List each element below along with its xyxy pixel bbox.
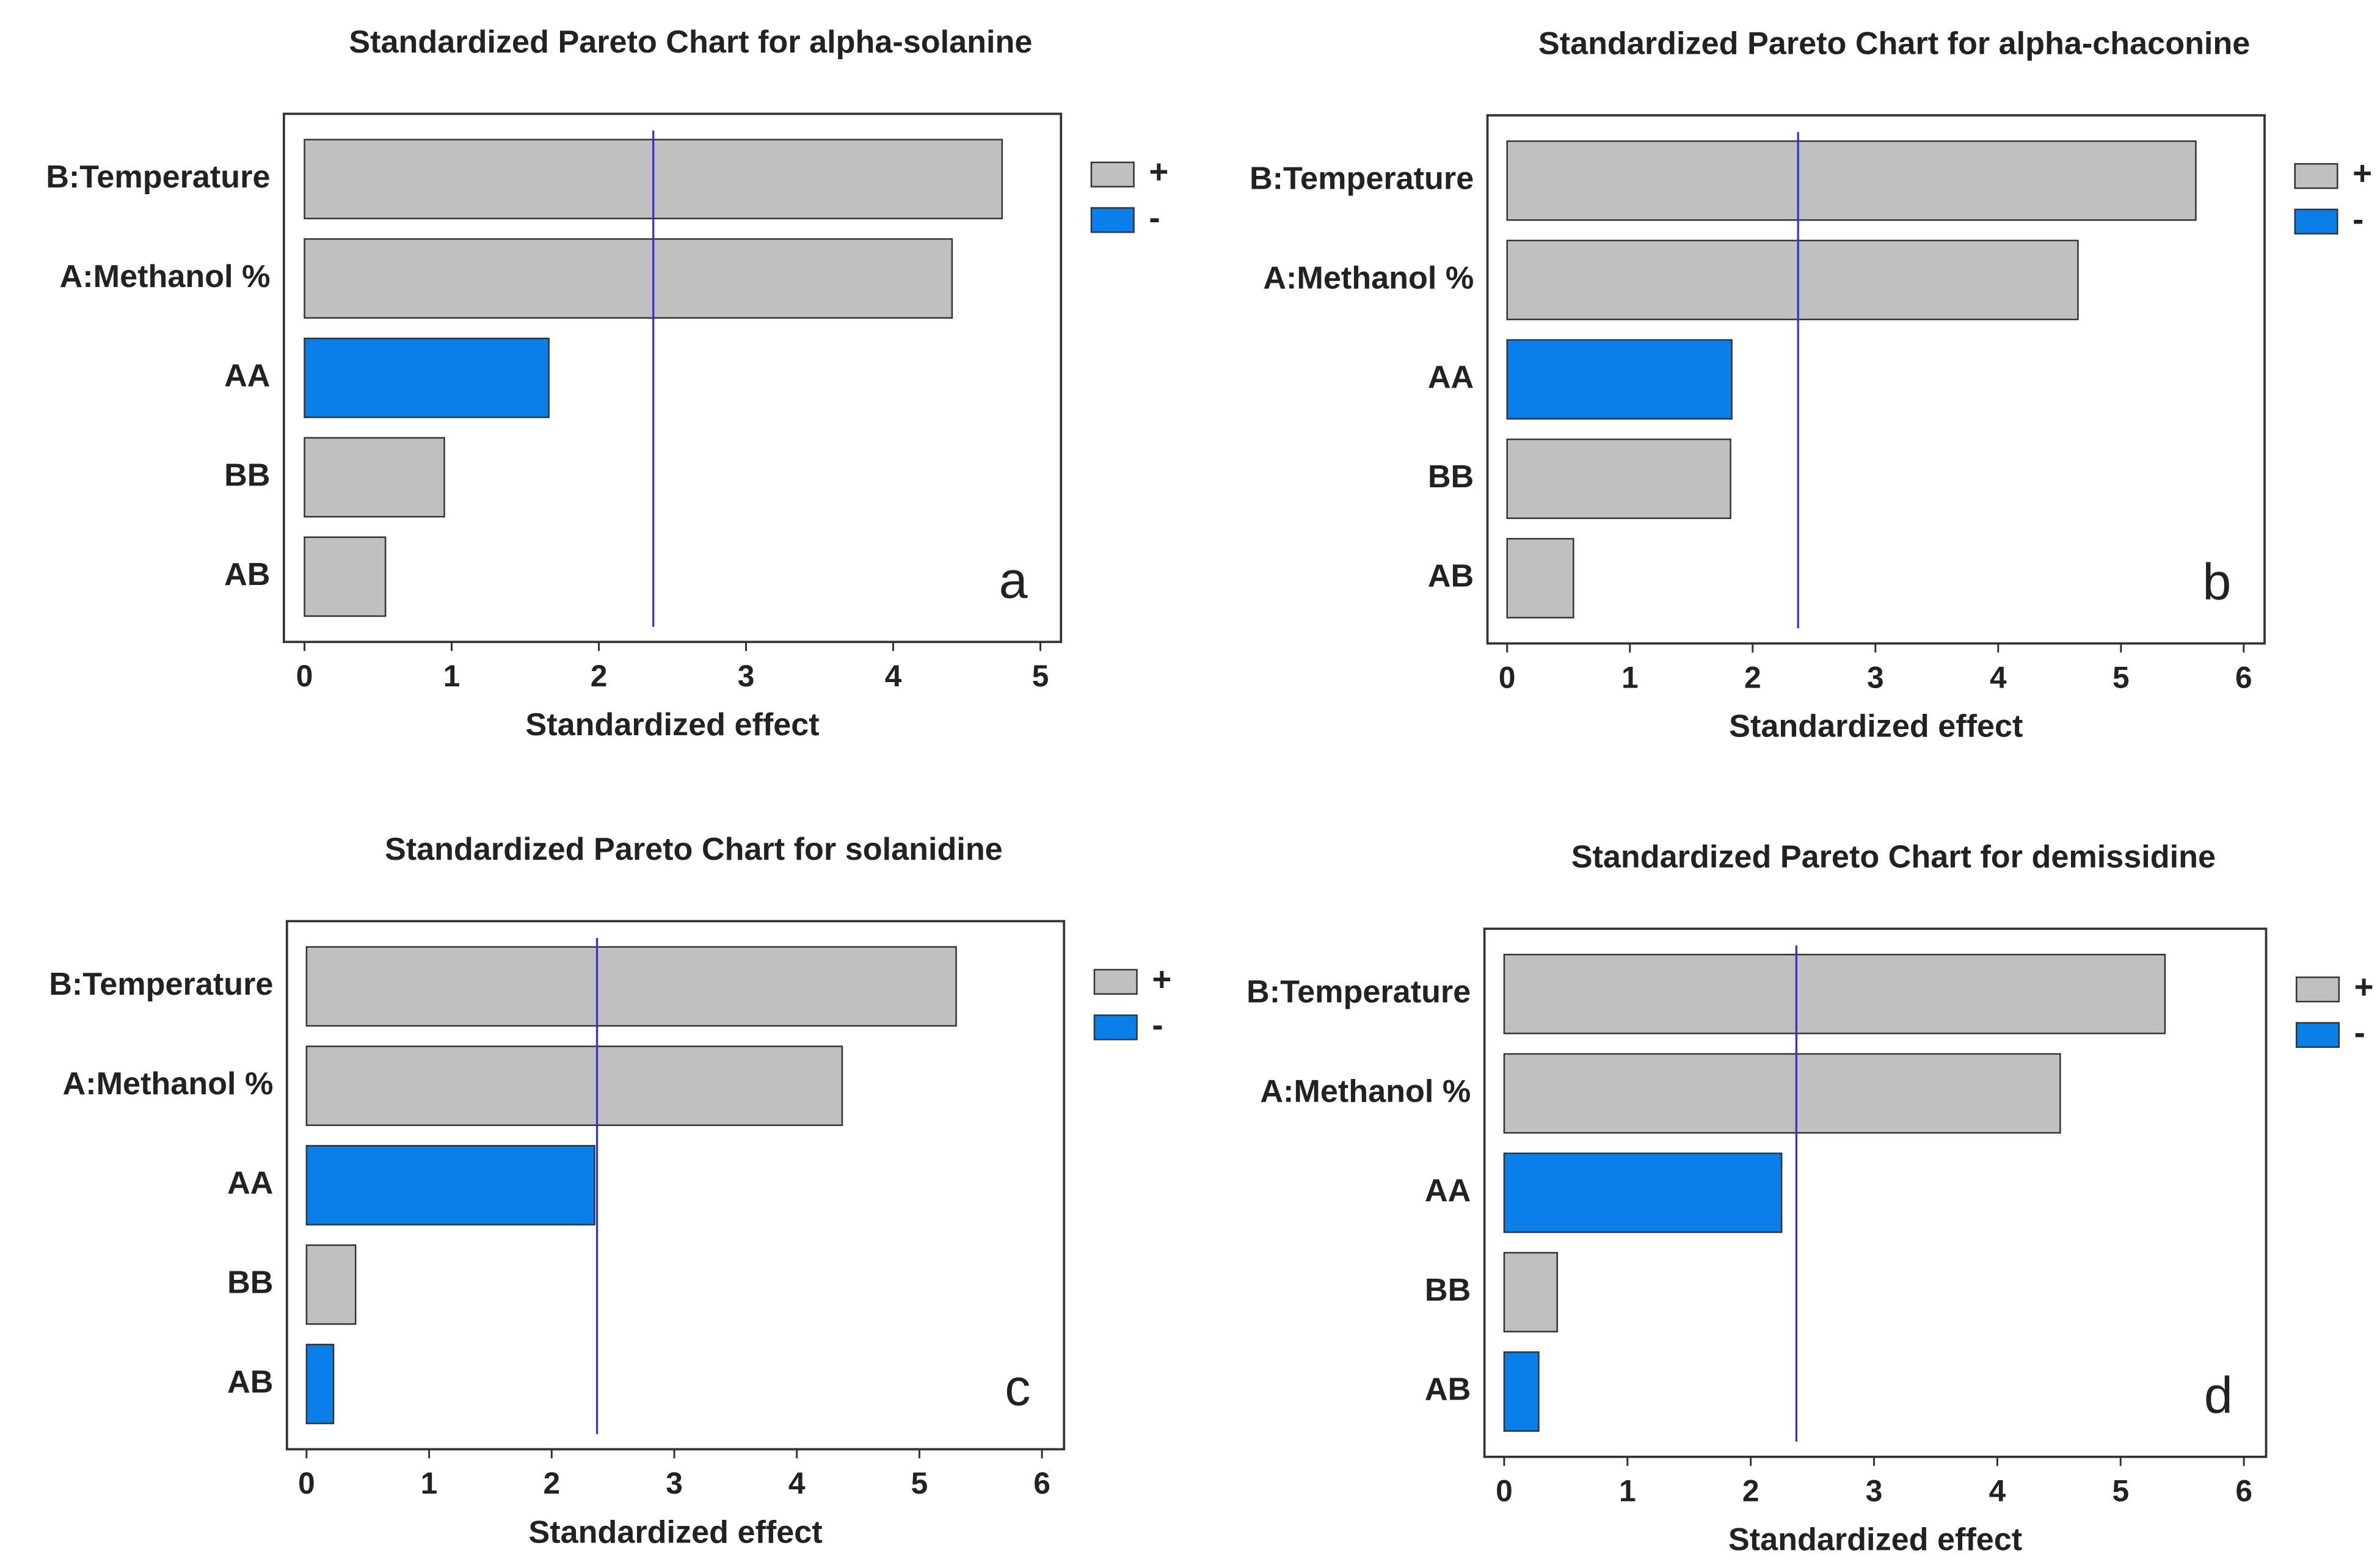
legend-label: + (2353, 155, 2372, 192)
category-label: B:Temperature (49, 967, 273, 1002)
x-tick-label: 3 (666, 1466, 683, 1500)
legend-label: - (2353, 200, 2364, 238)
bar (1503, 953, 2166, 1034)
bar (304, 536, 387, 617)
category-label: BB (227, 1265, 273, 1300)
legend-label: - (1149, 199, 1160, 236)
bar (1503, 1351, 1540, 1432)
legend-label: + (2354, 968, 2374, 1006)
x-tick-label: 4 (788, 1466, 806, 1500)
bar (1506, 438, 1731, 519)
category-label: B:Temperature (1246, 975, 1471, 1010)
x-tick-label: 0 (1499, 660, 1516, 694)
x-tick-label: 4 (885, 659, 902, 693)
category-label: A:Methanol % (63, 1066, 274, 1102)
x-tick-label: 5 (1032, 659, 1049, 693)
legend-swatch (1093, 968, 1138, 995)
bar (1503, 1252, 1558, 1332)
category-label: A:Methanol % (1260, 1073, 1471, 1109)
bar (305, 1045, 843, 1127)
bar (304, 437, 445, 518)
legend-label: - (1152, 1006, 1163, 1044)
legend-swatch (1090, 207, 1135, 233)
category-label: A:Methanol % (60, 259, 271, 294)
panel-label: a (999, 551, 1028, 609)
x-tick-label: 6 (1033, 1466, 1050, 1500)
x-tick-label: 4 (1990, 660, 2007, 694)
category-label: AB (224, 557, 270, 592)
x-tick-label: 2 (543, 1466, 560, 1500)
bar (305, 946, 957, 1027)
legend-swatch (1090, 161, 1135, 187)
chart-title: Standardized Pareto Chart for solanidine (385, 832, 1003, 867)
panel-label: b (2202, 553, 2231, 611)
category-label: AB (1428, 559, 1474, 594)
legend-swatch (2294, 208, 2338, 234)
x-tick-label: 1 (421, 1466, 438, 1500)
x-axis-label: Standardized effect (528, 1514, 822, 1550)
x-tick-label: 6 (2235, 1474, 2252, 1508)
x-tick-label: 0 (1496, 1474, 1513, 1508)
x-tick-label: 1 (443, 659, 460, 693)
bar (305, 1145, 595, 1226)
bar (304, 238, 953, 319)
category-label: AA (227, 1166, 273, 1201)
x-tick-label: 2 (1742, 1474, 1760, 1508)
x-tick-label: 5 (911, 1466, 928, 1500)
category-label: B:Temperature (1250, 161, 1474, 197)
x-tick-label: 4 (1989, 1474, 2006, 1508)
bar (304, 337, 550, 418)
x-tick-label: 5 (2113, 660, 2130, 694)
x-tick-label: 0 (296, 659, 313, 693)
category-label: AA (224, 358, 270, 394)
bar (1506, 339, 1733, 420)
x-tick-label: 2 (1744, 660, 1761, 694)
legend-swatch (2294, 163, 2338, 189)
x-tick-label: 3 (738, 659, 755, 693)
category-label: BB (1425, 1273, 1471, 1308)
bar (1506, 140, 2197, 221)
category-label: AA (1428, 360, 1474, 395)
bar (1506, 537, 1574, 619)
x-tick-label: 6 (2235, 660, 2252, 694)
category-label: AA (1425, 1173, 1471, 1208)
category-label: AB (227, 1364, 273, 1400)
x-axis-label: Standardized effect (1729, 709, 2023, 744)
x-tick-label: 2 (591, 659, 608, 693)
legend-swatch (1093, 1014, 1138, 1041)
bar (1503, 1152, 1783, 1233)
legend-swatch (2295, 976, 2340, 1003)
chart-title: Standardized Pareto Chart for alpha-chac… (1538, 26, 2250, 61)
x-tick-label: 1 (1621, 660, 1639, 694)
legend-label: + (1152, 961, 1171, 998)
x-tick-label: 5 (2112, 1474, 2129, 1508)
bar (305, 1343, 335, 1425)
plot-frame (282, 112, 1063, 644)
bar (1503, 1053, 2061, 1134)
bar (305, 1244, 357, 1325)
legend-label: - (2354, 1014, 2365, 1051)
x-tick-label: 3 (1866, 1474, 1883, 1508)
x-tick-label: 3 (1867, 660, 1884, 694)
category-label: BB (1428, 459, 1474, 495)
legend-label: + (1149, 153, 1168, 191)
plot-frame (285, 920, 1066, 1451)
chart-title: Standardized Pareto Chart for demissidin… (1571, 839, 2216, 874)
bar (1506, 239, 2079, 321)
category-label: A:Methanol % (1263, 260, 1474, 296)
panel-label: d (2204, 1367, 2233, 1424)
plot-frame (1483, 928, 2268, 1458)
x-axis-label: Standardized effect (1728, 1522, 2022, 1558)
category-label: BB (224, 457, 270, 493)
panel-label: c (1005, 1359, 1030, 1416)
legend-swatch (2295, 1022, 2340, 1048)
x-axis-label: Standardized effect (525, 707, 819, 743)
chart-title: Standardized Pareto Chart for alpha-sola… (349, 24, 1032, 60)
x-tick-label: 0 (298, 1466, 315, 1500)
category-label: AB (1425, 1372, 1471, 1408)
x-tick-label: 1 (1619, 1474, 1636, 1508)
category-label: B:Temperature (46, 159, 270, 195)
